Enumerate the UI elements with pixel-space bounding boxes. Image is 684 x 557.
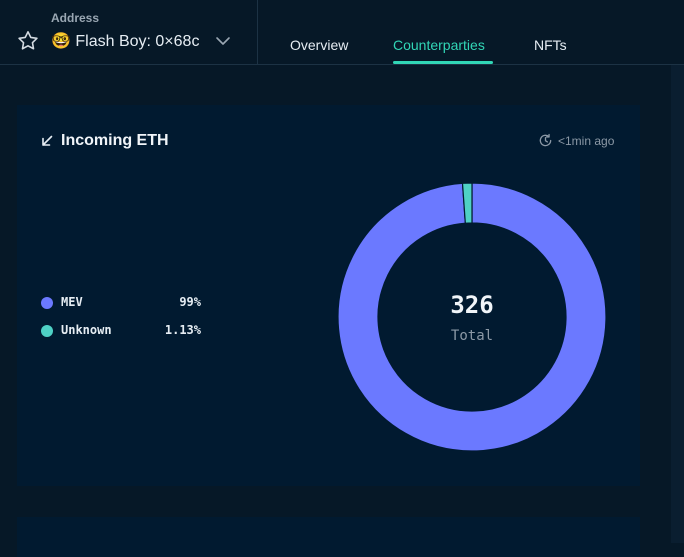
tab-overview[interactable]: Overview <box>290 37 349 53</box>
nerd-face-icon: 🤓 <box>51 33 71 50</box>
side-panel-edge <box>671 65 684 543</box>
clock-refresh-icon <box>539 133 552 147</box>
legend-swatch-mev <box>41 297 53 309</box>
top-header: Address 🤓 Flash Boy: 0×68c Overview Coun… <box>0 0 684 65</box>
star-icon[interactable] <box>16 29 40 53</box>
address-block[interactable]: Address 🤓 Flash Boy: 0×68c <box>0 0 258 65</box>
legend-label-unknown: Unknown <box>61 323 112 337</box>
legend-value-unknown: 1.13% <box>164 323 201 337</box>
next-card <box>17 517 640 557</box>
legend-swatch-unknown <box>41 325 53 337</box>
active-tab-indicator <box>393 61 493 64</box>
tab-counterparties[interactable]: Counterparties <box>393 37 485 53</box>
incoming-eth-card: Incoming ETH <1min ago MEV 99% Unknown 1… <box>17 105 640 486</box>
address-name: Flash Boy: 0×68c <box>75 33 200 50</box>
legend-label-mev: MEV <box>61 295 83 309</box>
last-updated: <1min ago <box>558 134 615 148</box>
legend-value-mev: 99% <box>179 295 201 309</box>
card-title: Incoming ETH <box>61 132 169 149</box>
chevron-down-icon[interactable] <box>215 34 231 48</box>
tab-nfts[interactable]: NFTs <box>534 37 567 53</box>
address-label: Address <box>51 11 100 25</box>
donut-slice-mev[interactable] <box>338 183 606 451</box>
address-selector[interactable]: 🤓 Flash Boy: 0×68c <box>51 31 199 51</box>
donut-chart <box>338 183 606 451</box>
arrow-down-left-icon <box>42 135 53 146</box>
total-label: Total <box>450 328 494 344</box>
donut-slice-unknown[interactable] <box>461 183 473 224</box>
total-value: 326 <box>450 291 494 319</box>
